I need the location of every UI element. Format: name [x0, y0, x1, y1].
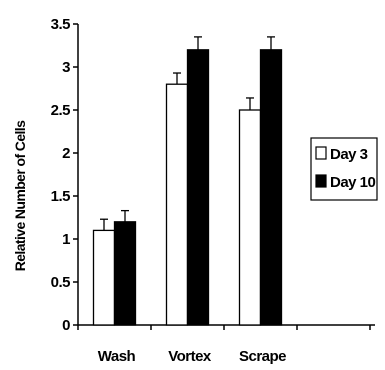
chart-bars [92, 36, 283, 326]
legend-swatch [315, 146, 327, 160]
y-tick-label: 2 [62, 145, 70, 162]
chart-axes: 0 0.5 1 1.5 2 2.5 3 3.5 Wash Vortex Scrape [51, 16, 375, 365]
bar-day-3 [238, 109, 262, 326]
y-tick-label: 1.5 [51, 188, 71, 205]
y-tick-label: 3.5 [51, 16, 71, 33]
bar-day-10 [186, 49, 210, 326]
chart-legend: Day 3 Day 10 [310, 137, 378, 201]
y-tick-label: 0.5 [51, 274, 71, 291]
y-tick-label: 1 [62, 231, 70, 248]
legend-label: Day 10 [330, 174, 376, 191]
x-category-label: Scrape [239, 348, 286, 365]
bar-day-10 [113, 221, 137, 326]
y-tick-label: 2.5 [51, 102, 71, 119]
bar-day-3 [92, 229, 116, 326]
y-tick-label: 0 [62, 317, 70, 334]
bar-day-3 [165, 83, 189, 326]
x-category-label: Wash [98, 348, 136, 365]
legend-swatch [315, 174, 327, 188]
bar-day-10 [259, 49, 283, 326]
legend-label: Day 3 [330, 146, 368, 163]
y-axis-title: Relative Number of Cells [12, 120, 28, 271]
y-tick-label: 3 [62, 59, 70, 76]
x-category-label: Vortex [168, 348, 212, 365]
